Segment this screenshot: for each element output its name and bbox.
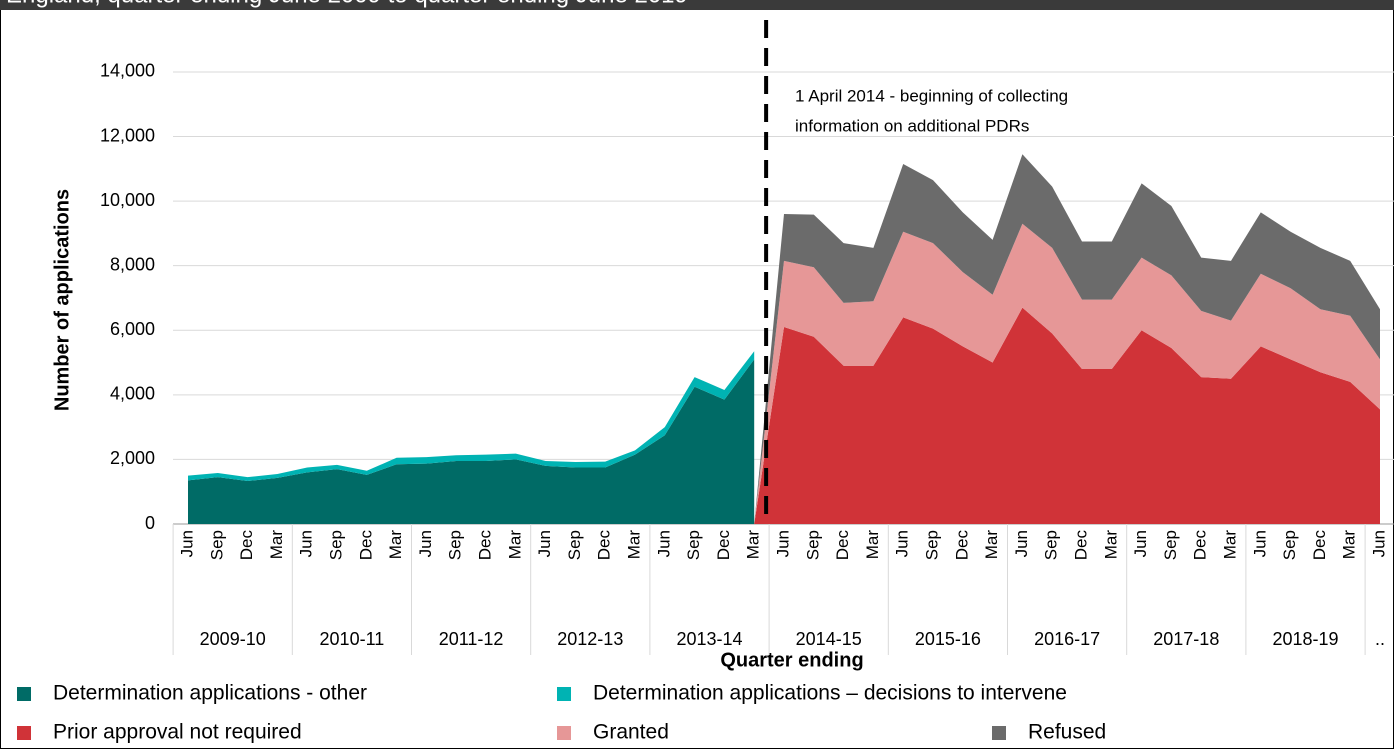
x-tick-label: Dec xyxy=(1310,530,1329,561)
group-label: 2012-13 xyxy=(557,629,623,649)
legend-swatch xyxy=(17,726,31,740)
annotation: information on additional PDRs xyxy=(795,116,1029,135)
area xyxy=(188,351,755,482)
x-axis-label: Quarter ending xyxy=(720,649,863,671)
group-label: 2016-17 xyxy=(1034,629,1100,649)
legend-swatch xyxy=(992,726,1006,740)
legend-swatch xyxy=(17,687,31,701)
x-tick-label: Sep xyxy=(1280,530,1299,560)
x-tick-label: Mar xyxy=(744,530,763,560)
header-bar xyxy=(0,0,1394,10)
chart-subtitle: England, quarter ending June 2009 to qua… xyxy=(6,0,688,8)
x-tick-label: Sep xyxy=(565,530,584,560)
x-tick-label: Sep xyxy=(684,530,703,560)
x-tick-label: Mar xyxy=(1340,530,1359,560)
annotation: 1 April 2014 - beginning of collecting xyxy=(795,86,1068,105)
area xyxy=(754,307,1380,524)
x-tick-label: Mar xyxy=(1220,530,1239,560)
x-tick-label: Sep xyxy=(922,530,941,560)
x-tick-label: Jun xyxy=(535,530,554,557)
y-tick-label: 12,000 xyxy=(100,125,155,145)
x-tick-label: Mar xyxy=(982,530,1001,560)
y-tick-label: 4,000 xyxy=(110,384,155,404)
x-tick-label: Jun xyxy=(1131,530,1150,557)
x-tick-label: Dec xyxy=(952,530,971,561)
legend-label: Granted xyxy=(593,721,669,744)
x-tick-label: Jun xyxy=(893,530,912,557)
legend-swatch xyxy=(557,726,571,740)
x-tick-label: Sep xyxy=(803,530,822,560)
legend-label: Prior approval not required xyxy=(53,721,302,744)
legend-label: Determination applications - other xyxy=(53,682,367,705)
x-tick-label: Jun xyxy=(1250,530,1269,557)
x-tick-label: Jun xyxy=(1369,530,1388,557)
group-label: 2010-11 xyxy=(320,629,385,649)
x-tick-label: Jun xyxy=(654,530,673,557)
x-tick-label: Jun xyxy=(416,530,435,557)
y-tick-label: 6,000 xyxy=(110,319,155,339)
y-tick-label: 0 xyxy=(145,513,155,533)
y-tick-label: 8,000 xyxy=(110,254,155,274)
group-label: 2017-18 xyxy=(1153,629,1219,649)
x-tick-label: Dec xyxy=(595,530,614,561)
area xyxy=(188,359,755,524)
x-tick-label: Dec xyxy=(714,530,733,561)
y-axis-label: Number of applications xyxy=(51,189,73,411)
group-label: 2018-19 xyxy=(1272,629,1338,649)
x-tick-label: Sep xyxy=(1042,530,1061,560)
group-label: .. xyxy=(1375,629,1385,649)
x-tick-label: Dec xyxy=(356,530,375,561)
y-tick-label: 10,000 xyxy=(100,190,155,210)
y-tick-label: 2,000 xyxy=(110,448,155,468)
x-tick-label: Dec xyxy=(1191,530,1210,561)
x-tick-label: Mar xyxy=(624,530,643,560)
x-tick-label: Sep xyxy=(446,530,465,560)
legend-swatch xyxy=(557,687,571,701)
x-tick-label: Mar xyxy=(1101,530,1120,560)
x-tick-label: Jun xyxy=(773,530,792,557)
group-label: 2011-12 xyxy=(439,629,504,649)
y-tick-label: 14,000 xyxy=(100,61,155,81)
x-tick-label: Mar xyxy=(386,530,405,560)
x-tick-label: Sep xyxy=(326,530,345,560)
x-tick-label: Sep xyxy=(1161,530,1180,560)
legend-label: Refused xyxy=(1028,721,1106,744)
x-tick-label: Jun xyxy=(297,530,316,557)
group-label: 2014-15 xyxy=(796,629,862,649)
group-label: 2009-10 xyxy=(200,629,266,649)
x-tick-label: Dec xyxy=(237,530,256,561)
x-tick-label: Mar xyxy=(505,530,524,560)
x-tick-label: Sep xyxy=(207,530,226,560)
group-label: 2013-14 xyxy=(676,629,742,649)
x-tick-label: Mar xyxy=(267,530,286,560)
x-tick-label: Dec xyxy=(833,530,852,561)
area xyxy=(754,223,1380,524)
group-label: 2015-16 xyxy=(915,629,981,649)
x-tick-label: Jun xyxy=(177,530,196,557)
legend-label: Determination applications – decisions t… xyxy=(593,682,1067,705)
area xyxy=(754,154,1380,525)
x-tick-label: Dec xyxy=(475,530,494,561)
x-tick-label: Jun xyxy=(1012,530,1031,557)
x-tick-label: Dec xyxy=(1071,530,1090,561)
x-tick-label: Mar xyxy=(863,530,882,560)
